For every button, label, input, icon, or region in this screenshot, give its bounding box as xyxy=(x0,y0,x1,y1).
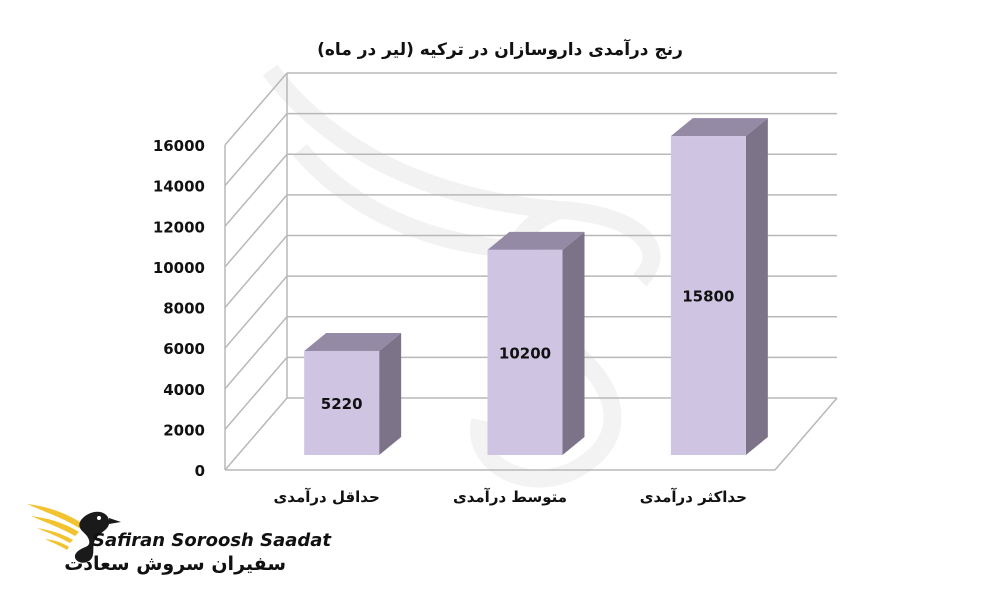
bar-front xyxy=(304,350,380,455)
gridline-left-4000 xyxy=(224,316,288,390)
gridline-left-14000 xyxy=(224,113,288,187)
data-label: 10200 xyxy=(499,344,551,362)
bar-side xyxy=(745,118,768,455)
brand-name-fa: سفیران سروش سعادت xyxy=(64,553,286,575)
y-tick-label: 16000 xyxy=(153,137,205,155)
category-label: متوسط درآمدی xyxy=(453,488,567,506)
brand-logo xyxy=(25,496,295,576)
bar-2 xyxy=(487,231,585,455)
bar-front xyxy=(487,249,563,455)
chart-title: رنج درآمدی داروسازان در ترکیه (لیر در ما… xyxy=(317,40,683,60)
bar-3 xyxy=(670,118,768,455)
data-label: 15800 xyxy=(682,288,734,306)
gridline-left-10000 xyxy=(224,194,288,268)
phoenix-icon xyxy=(27,504,121,563)
gridline-left-16000 xyxy=(224,72,288,146)
bar-1 xyxy=(304,332,402,455)
y-tick-label: 14000 xyxy=(153,178,205,196)
bar-top xyxy=(670,118,768,137)
floor-right-edge xyxy=(774,397,838,471)
data-label: 5220 xyxy=(321,395,363,413)
bar-top xyxy=(487,231,585,250)
y-tick-label: 2000 xyxy=(163,421,205,439)
gridline-left-6000 xyxy=(224,275,288,349)
y-tick-label: 8000 xyxy=(163,300,205,318)
bar-side xyxy=(562,231,585,455)
gridline-left-12000 xyxy=(224,153,288,227)
category-label: حداکثر درآمدی xyxy=(640,488,747,506)
category-label: حداقل درآمدی xyxy=(274,488,380,506)
gridline-left-2000 xyxy=(224,356,288,430)
bar-front xyxy=(670,136,746,455)
y-tick-label: 4000 xyxy=(163,381,205,399)
y-tick-label: 10000 xyxy=(153,259,205,277)
gridline-left-0 xyxy=(224,397,288,471)
bar-side xyxy=(379,332,402,455)
y-tick-label: 12000 xyxy=(153,218,205,236)
bar-top xyxy=(304,332,402,351)
y-tick-label: 6000 xyxy=(163,340,205,358)
brand-name-en: Safiran Soroosh Saadat xyxy=(92,530,332,551)
y-tick-label: 0 xyxy=(195,462,205,480)
gridline-left-8000 xyxy=(224,235,288,308)
